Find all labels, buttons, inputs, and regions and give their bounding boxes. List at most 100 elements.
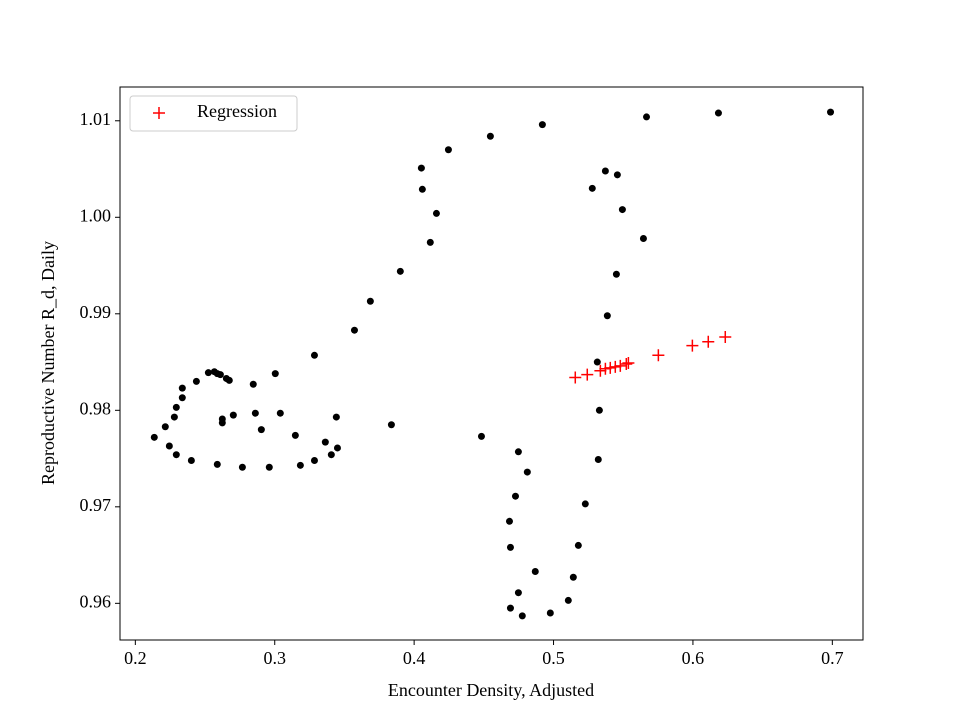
scatter-point xyxy=(249,380,257,388)
scatter-point xyxy=(604,361,617,374)
x-tick-label: 0.6 xyxy=(682,648,705,668)
scatter-point xyxy=(514,589,522,597)
scatter-point xyxy=(620,357,633,370)
scatter-point xyxy=(614,359,627,372)
scatter-point xyxy=(225,376,233,384)
scatter-point xyxy=(291,431,299,439)
scatter-point xyxy=(426,238,434,246)
scatter-point xyxy=(618,206,626,214)
scatter-point xyxy=(178,384,186,392)
legend-box xyxy=(129,95,298,132)
legend-marker xyxy=(153,107,165,119)
scatter-point xyxy=(531,567,539,575)
scatter-point xyxy=(296,461,304,469)
x-tick-label: 0.3 xyxy=(263,648,286,668)
scatter-point xyxy=(506,604,514,612)
scatter-point xyxy=(511,492,519,500)
scatter-point xyxy=(719,330,732,343)
scatter-point xyxy=(546,609,554,617)
scatter-point xyxy=(612,270,620,278)
scatter-point xyxy=(486,132,494,140)
scatter-point xyxy=(161,423,169,431)
legend-label: Regression xyxy=(197,101,277,121)
scatter-point xyxy=(652,349,665,362)
scatter-point xyxy=(216,371,224,379)
scatter-point xyxy=(714,109,722,117)
scatter-point xyxy=(192,377,200,385)
y-tick-label: 1.01 xyxy=(80,109,112,129)
scatter-point xyxy=(321,438,329,446)
scatter-point xyxy=(593,358,601,366)
scatter-point xyxy=(506,543,514,551)
scatter-point xyxy=(622,357,635,370)
x-tick-label: 0.7 xyxy=(821,648,844,668)
scatter-point xyxy=(574,541,582,549)
scatter-point xyxy=(569,371,582,384)
scatter-point xyxy=(594,456,602,464)
x-tick-label: 0.4 xyxy=(403,648,426,668)
y-tick-label: 1.00 xyxy=(80,205,112,225)
scatter-point xyxy=(387,421,395,429)
scatter-point xyxy=(332,413,340,421)
scatter-point xyxy=(218,415,226,423)
scatter-point xyxy=(588,184,596,192)
scatter-point xyxy=(613,171,621,179)
scatter-point xyxy=(581,368,594,381)
scatter-point xyxy=(251,409,259,417)
scatter-point xyxy=(686,339,699,352)
scatter-point xyxy=(514,448,522,456)
y-tick-label: 0.99 xyxy=(80,302,112,322)
scatter-point xyxy=(827,108,835,116)
scatter-point xyxy=(477,432,485,440)
scatter-point xyxy=(505,517,513,525)
scatter-point xyxy=(178,394,186,402)
scatter-point xyxy=(609,360,622,373)
scatter-point xyxy=(599,362,612,375)
y-tick-label: 0.98 xyxy=(80,398,112,418)
scatter-point xyxy=(417,164,425,172)
scatter-point xyxy=(603,312,611,320)
scatter-point xyxy=(271,370,279,378)
scatter-point xyxy=(327,451,335,459)
scatter-point xyxy=(310,456,318,464)
scatter-point xyxy=(418,185,426,193)
y-axis-label: Reproductive Number R_d, Daily xyxy=(38,241,58,485)
scatter-point xyxy=(595,406,603,414)
scatter-point xyxy=(432,209,440,217)
scatter-point xyxy=(639,235,647,243)
scatter-point xyxy=(564,596,572,604)
scatter-point xyxy=(366,297,374,305)
plot-frame xyxy=(119,86,864,641)
scatter-point xyxy=(213,460,221,468)
scatter-point xyxy=(229,411,237,419)
scatter-point xyxy=(187,456,195,464)
scatter-point xyxy=(643,113,651,121)
scatter-point xyxy=(172,451,180,459)
scatter-point xyxy=(310,351,318,359)
scatter-point xyxy=(569,573,577,581)
scatter-point xyxy=(601,167,609,175)
y-tick-label: 0.96 xyxy=(80,591,112,611)
scatter-point xyxy=(396,267,404,275)
scatter-point xyxy=(523,468,531,476)
y-tick-label: 0.97 xyxy=(80,495,112,515)
scatter-point xyxy=(257,426,265,434)
scatter-point xyxy=(276,409,284,417)
scatter-point xyxy=(594,364,607,377)
scatter-point xyxy=(333,444,341,452)
scatter-point xyxy=(238,463,246,471)
scatter-point xyxy=(350,326,358,334)
scatter-point xyxy=(581,500,589,508)
scatter-point xyxy=(165,442,173,450)
scatter-point xyxy=(444,146,452,154)
scatter-point xyxy=(538,121,546,129)
scatter-point xyxy=(204,369,212,377)
x-tick-label: 0.5 xyxy=(542,648,565,668)
scatter-point xyxy=(702,335,715,348)
scatter-point xyxy=(172,403,180,411)
scatter-point xyxy=(150,433,158,441)
scatter-point xyxy=(518,612,526,620)
scatter-point xyxy=(170,413,178,421)
